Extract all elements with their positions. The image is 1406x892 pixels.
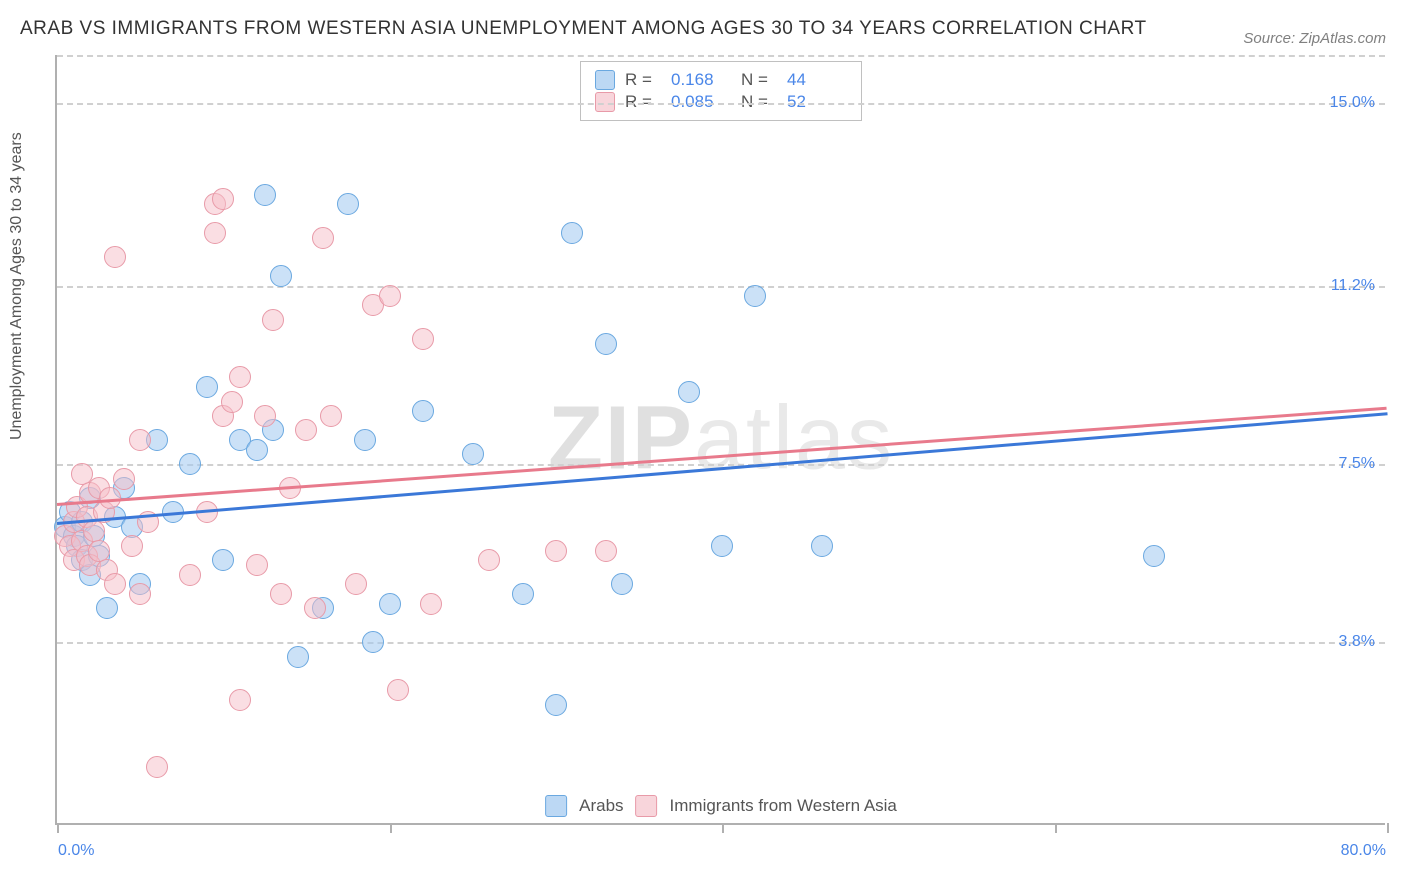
legend-label-arabs: Arabs [579, 796, 623, 816]
plot-area: ZIPatlas R = 0.168 N = 44 R = 0.085 N = … [55, 55, 1385, 825]
scatter-point-arabs [337, 193, 359, 215]
scatter-point-arabs [711, 535, 733, 557]
scatter-point-western_asia [345, 573, 367, 595]
trend-line-arabs [57, 412, 1387, 524]
y-tick-label: 7.5% [1339, 455, 1375, 473]
r-value-wa: 0.085 [671, 92, 731, 112]
chart-container: ARAB VS IMMIGRANTS FROM WESTERN ASIA UNE… [0, 0, 1406, 892]
scatter-point-arabs [611, 573, 633, 595]
scatter-point-western_asia [312, 227, 334, 249]
scatter-point-arabs [362, 631, 384, 653]
watermark: ZIPatlas [548, 388, 894, 491]
y-tick-label: 3.8% [1339, 633, 1375, 651]
scatter-point-western_asia [229, 366, 251, 388]
scatter-point-arabs [1143, 545, 1165, 567]
scatter-point-arabs [412, 400, 434, 422]
scatter-point-western_asia [387, 679, 409, 701]
gridline [57, 286, 1385, 288]
legend-stats: R = 0.168 N = 44 R = 0.085 N = 52 [580, 61, 862, 121]
watermark-atlas: atlas [694, 389, 894, 489]
scatter-point-arabs [595, 333, 617, 355]
x-axis-max-label: 80.0% [1341, 842, 1386, 860]
scatter-point-arabs [545, 694, 567, 716]
y-axis-label: Unemployment Among Ages 30 to 34 years [8, 132, 26, 440]
x-tick [722, 823, 724, 833]
scatter-point-western_asia [129, 583, 151, 605]
gridline [57, 103, 1385, 105]
n-value-wa: 52 [787, 92, 847, 112]
scatter-point-western_asia [246, 554, 268, 576]
y-tick-label: 15.0% [1330, 94, 1375, 112]
scatter-point-western_asia [204, 222, 226, 244]
scatter-point-arabs [744, 285, 766, 307]
scatter-point-western_asia [212, 188, 234, 210]
scatter-point-arabs [379, 593, 401, 615]
scatter-point-arabs [561, 222, 583, 244]
swatch-arabs-icon [545, 795, 567, 817]
scatter-point-arabs [270, 265, 292, 287]
scatter-point-western_asia [104, 246, 126, 268]
x-tick [390, 823, 392, 833]
scatter-point-arabs [678, 381, 700, 403]
legend-stats-row-wa: R = 0.085 N = 52 [595, 92, 847, 112]
x-axis-min-label: 0.0% [58, 842, 94, 860]
source-label: Source: [1243, 30, 1295, 47]
swatch-wa-icon [595, 92, 615, 112]
scatter-point-western_asia [229, 689, 251, 711]
scatter-point-arabs [512, 583, 534, 605]
scatter-point-arabs [96, 597, 118, 619]
scatter-point-arabs [179, 453, 201, 475]
scatter-point-arabs [462, 443, 484, 465]
scatter-point-western_asia [478, 549, 500, 571]
source-attribution: Source: ZipAtlas.com [1243, 30, 1386, 47]
gridline [57, 642, 1385, 644]
scatter-point-western_asia [545, 540, 567, 562]
scatter-point-arabs [287, 646, 309, 668]
x-tick [1055, 823, 1057, 833]
legend-stats-row-arabs: R = 0.168 N = 44 [595, 70, 847, 90]
scatter-point-western_asia [121, 535, 143, 557]
scatter-point-western_asia [254, 405, 276, 427]
scatter-point-western_asia [270, 583, 292, 605]
r-label: R = [625, 92, 661, 112]
r-value-arabs: 0.168 [671, 70, 731, 90]
source-name: ZipAtlas.com [1299, 30, 1386, 47]
x-tick [1387, 823, 1389, 833]
scatter-point-western_asia [412, 328, 434, 350]
r-label: R = [625, 70, 661, 90]
scatter-point-arabs [212, 549, 234, 571]
scatter-point-western_asia [295, 419, 317, 441]
legend-label-wa: Immigrants from Western Asia [670, 796, 897, 816]
scatter-point-western_asia [420, 593, 442, 615]
scatter-point-western_asia [221, 391, 243, 413]
gridline [57, 464, 1385, 466]
scatter-point-western_asia [104, 573, 126, 595]
scatter-point-western_asia [113, 468, 135, 490]
n-label: N = [741, 92, 777, 112]
x-tick [57, 823, 59, 833]
n-value-arabs: 44 [787, 70, 847, 90]
scatter-point-western_asia [595, 540, 617, 562]
scatter-point-arabs [196, 376, 218, 398]
scatter-point-arabs [811, 535, 833, 557]
scatter-point-western_asia [379, 285, 401, 307]
legend-series: Arabs Immigrants from Western Asia [545, 795, 897, 817]
scatter-point-western_asia [179, 564, 201, 586]
scatter-point-arabs [354, 429, 376, 451]
scatter-point-western_asia [304, 597, 326, 619]
n-label: N = [741, 70, 777, 90]
y-tick-label: 11.2% [1331, 277, 1375, 295]
gridline [57, 55, 1385, 57]
scatter-point-arabs [246, 439, 268, 461]
scatter-point-western_asia [262, 309, 284, 331]
chart-title: ARAB VS IMMIGRANTS FROM WESTERN ASIA UNE… [20, 18, 1147, 40]
scatter-point-western_asia [320, 405, 342, 427]
scatter-point-western_asia [129, 429, 151, 451]
scatter-point-western_asia [146, 756, 168, 778]
swatch-arabs-icon [595, 70, 615, 90]
scatter-point-arabs [254, 184, 276, 206]
swatch-wa-icon [636, 795, 658, 817]
